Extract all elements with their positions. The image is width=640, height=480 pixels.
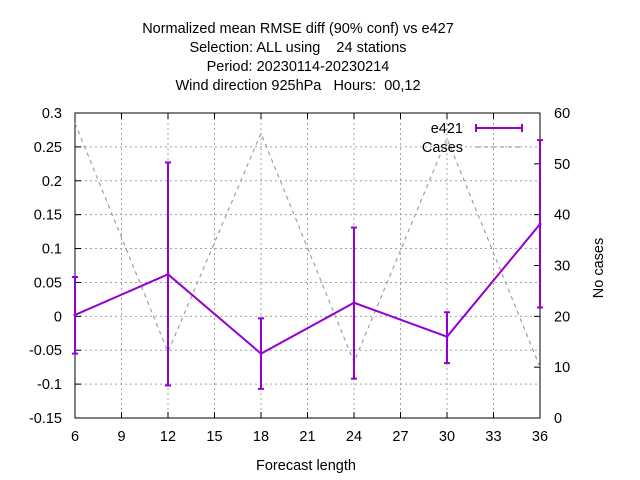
y2-tick-label: 10	[554, 360, 570, 376]
legend: e421 Cases	[422, 121, 523, 156]
y-tick-label: 0	[54, 309, 62, 325]
x-tick-label: 36	[532, 429, 548, 445]
y-tick-label: 0.15	[34, 208, 62, 224]
y-axis: 0.3 0.25 0.2 0.15 0.1 0.05 0 -0.05 -0.1 -0.15	[29, 106, 81, 427]
data-point-e421	[73, 313, 77, 317]
y-tick-label: 0.25	[34, 140, 62, 156]
grid	[75, 113, 540, 418]
y-tick-label: 0.3	[42, 106, 62, 122]
data-point-e421	[259, 352, 263, 356]
y2-axis-label: No cases	[591, 238, 607, 298]
legend-label-cases: Cases	[422, 140, 463, 156]
title-line-3: Period: 20230114-20230214	[207, 59, 390, 75]
series	[72, 122, 543, 390]
x-tick-label: 21	[299, 429, 315, 445]
y2-tick-label: 20	[554, 309, 570, 325]
x-tick-label: 27	[392, 429, 408, 445]
title-line-4: Wind direction 925hPa Hours: 00,12	[175, 78, 420, 94]
x-tick-label: 12	[160, 429, 176, 445]
x-tick-label: 33	[485, 429, 501, 445]
y-tick-label: 0.2	[42, 174, 62, 190]
chart-title: Normalized mean RMSE diff (90% conf) vs …	[142, 21, 454, 94]
legend-label-e421: e421	[431, 121, 463, 137]
x-tick-label: 24	[346, 429, 362, 445]
y-tick-label: 0.1	[42, 242, 62, 258]
y2-tick-label: 40	[554, 208, 570, 224]
data-point-e421	[538, 222, 542, 226]
y2-axis: 60 50 40 30 20 10 0	[534, 106, 570, 427]
y2-tick-label: 50	[554, 157, 570, 173]
data-point-e421	[166, 272, 170, 276]
x-axis: 6 9 12 15 18 21 24 27 30 33 36	[71, 113, 548, 445]
series-line-e421	[74, 223, 541, 355]
y2-tick-label: 0	[554, 411, 562, 427]
y2-tick-label: 30	[554, 259, 570, 275]
x-tick-label: 18	[253, 429, 269, 445]
y-tick-label: -0.1	[37, 377, 62, 393]
data-point-e421	[352, 301, 356, 305]
x-tick-label: 30	[439, 429, 455, 445]
x-tick-label: 15	[206, 429, 222, 445]
y-tick-label: -0.05	[29, 343, 62, 359]
y-tick-label: 0.05	[34, 275, 62, 291]
title-line-1: Normalized mean RMSE diff (90% conf) vs …	[142, 21, 454, 37]
x-tick-label: 6	[71, 429, 79, 445]
title-line-2: Selection: ALL using 24 stations	[189, 40, 406, 56]
data-point-e421	[445, 335, 449, 339]
x-axis-label: Forecast length	[256, 458, 356, 474]
x-tick-label: 9	[117, 429, 125, 445]
y-tick-label: -0.15	[29, 411, 62, 427]
y2-tick-label: 60	[554, 106, 570, 122]
